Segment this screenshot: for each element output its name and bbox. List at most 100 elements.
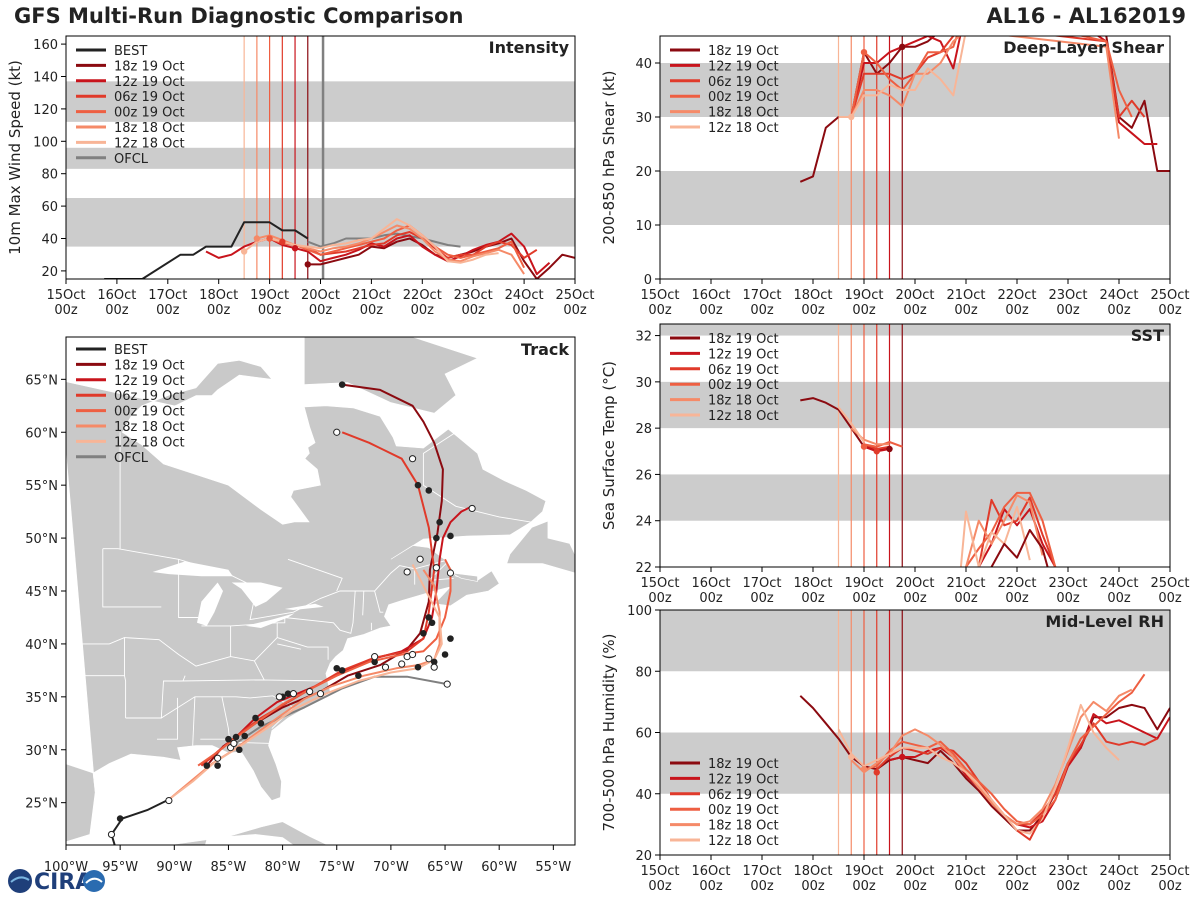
sst-xtick-label: 00z <box>1107 591 1131 606</box>
sst-ytick-label: 32 <box>635 330 652 345</box>
rh-xtick-label: 00z <box>903 879 927 894</box>
track-border <box>125 679 328 719</box>
sst-xtick-label: 19Oct <box>844 576 883 591</box>
track-border <box>66 675 127 718</box>
track-point-filled <box>338 381 346 388</box>
sst-band-0 <box>660 474 1170 521</box>
track-ytick-label: 65°N <box>25 373 58 388</box>
shear-xtick-label: 00z <box>750 303 774 318</box>
intensity-xtick-label: 20Oct <box>301 288 340 303</box>
track-point-filled <box>447 532 454 540</box>
intensity-series-line <box>307 232 461 248</box>
shear-series-line <box>850 36 1120 139</box>
rh-xtick-label: 00z <box>954 879 978 894</box>
rh-ytick-label: 80 <box>635 665 652 680</box>
track-series-line <box>200 431 436 767</box>
intensity-xtick-label: 00z <box>156 303 180 318</box>
sst-ytick-label: 24 <box>635 515 652 530</box>
track-point-filled <box>355 672 362 679</box>
track-point-filled <box>203 762 211 769</box>
sst-xtick-label: 15Oct <box>640 576 679 591</box>
intensity-title: Intensity <box>489 38 570 57</box>
intensity-legend-label: 06z 19 Oct <box>114 90 185 105</box>
track-plot-area <box>66 337 575 845</box>
intensity-legend-label: BEST <box>114 44 147 59</box>
track-point-filled <box>338 667 346 674</box>
intensity-ytick-label: 140 <box>33 71 58 86</box>
shear-marker <box>860 49 868 56</box>
sst-ytick-label: 28 <box>635 422 652 437</box>
track-point-open <box>333 428 341 436</box>
sst-marker <box>860 443 868 450</box>
panel-track: 100°W 95°W 90°W 85°W 80°W 75°W 70°W 65°W 60°W 55°… <box>25 336 576 875</box>
shear-ytick-label: 0 <box>644 273 652 288</box>
rh-ytick-label: 60 <box>635 727 652 742</box>
track-title: Track <box>521 340 569 359</box>
rh-legend-label: 18z 19 Oct <box>708 757 779 772</box>
sst-xtick-label: 00z <box>699 591 723 606</box>
storm-id: AL16 - AL162019 <box>986 4 1187 28</box>
sst-xtick-label: 25Oct <box>1150 576 1189 591</box>
track-point-open <box>403 568 411 576</box>
shear-series-line <box>850 36 1133 118</box>
sst-xtick-label: 00z <box>750 591 774 606</box>
sst-xtick-label: 21Oct <box>946 576 985 591</box>
track-border <box>307 646 329 660</box>
rh-xtick-label: 20Oct <box>895 864 934 879</box>
intensity-band-1 <box>66 147 575 169</box>
track-legend-label: 12z 19 Oct <box>114 374 185 389</box>
sst-legend-label: 18z 19 Oct <box>708 332 779 347</box>
rh-xtick-label: 00z <box>1158 879 1182 894</box>
shear-marker <box>899 43 906 50</box>
rh-legend-label: 06z 19 Oct <box>708 788 779 803</box>
intensity-marker <box>240 248 248 255</box>
intensity-xtick-label: 16Oct <box>97 288 136 303</box>
sst-xtick-label: 00z <box>903 591 927 606</box>
rh-marker <box>899 753 906 761</box>
rh-marker <box>873 769 880 776</box>
intensity-xtick-label: 00z <box>563 303 587 318</box>
track-point-filled <box>252 714 259 722</box>
intensity-ytick-label: 100 <box>33 135 58 150</box>
sst-xtick-label: 20Oct <box>895 576 934 591</box>
rh-xtick-label: 00z <box>1107 879 1131 894</box>
shear-band-0 <box>660 171 1170 225</box>
track-point-open <box>416 555 424 563</box>
intensity-xtick-label: 23Oct <box>454 288 493 303</box>
intensity-xtick-label: 24Oct <box>505 288 544 303</box>
track-point-filled <box>371 658 378 666</box>
track-xtick-label: 75°W <box>319 860 355 875</box>
rh-marker <box>848 753 855 761</box>
rh-plot-area <box>660 610 1170 855</box>
track-ytick-label: 25°N <box>25 797 58 812</box>
rh-band-1 <box>660 610 1170 672</box>
sst-xtick-label: 00z <box>1158 591 1182 606</box>
track-land-4 <box>228 821 329 845</box>
rh-xtick-label: 00z <box>699 879 723 894</box>
intensity-marker <box>279 238 286 245</box>
rh-xtick-label: 21Oct <box>946 864 985 879</box>
track-series-line <box>200 505 473 767</box>
track-ytick-label: 60°N <box>25 426 58 441</box>
sst-ytick-label: 30 <box>635 376 652 391</box>
track-point-open <box>446 569 455 577</box>
intensity-xtick-label: 18Oct <box>199 288 238 303</box>
track-border <box>201 590 356 634</box>
intensity-band-0 <box>66 198 575 247</box>
rh-xtick-label: 16Oct <box>691 864 730 879</box>
track-ytick-label: 50°N <box>25 532 58 547</box>
track-legend-label: 00z 19 Oct <box>114 405 185 420</box>
rh-marker <box>860 766 868 773</box>
sst-title: SST <box>1131 326 1164 345</box>
shear-xtick-label: 20Oct <box>895 288 934 303</box>
sst-xtick-label: 16Oct <box>691 576 730 591</box>
shear-xtick-label: 00z <box>1158 303 1182 318</box>
intensity-xtick-label: 15Oct <box>46 288 85 303</box>
shear-xtick-label: 23Oct <box>1048 288 1087 303</box>
track-legend-label: OFCL <box>114 451 149 466</box>
shear-xtick-label: 00z <box>648 303 672 318</box>
sst-marker <box>873 448 880 455</box>
track-point-filled <box>284 690 292 697</box>
track-point-open <box>398 660 406 668</box>
shear-xtick-label: 16Oct <box>691 288 730 303</box>
